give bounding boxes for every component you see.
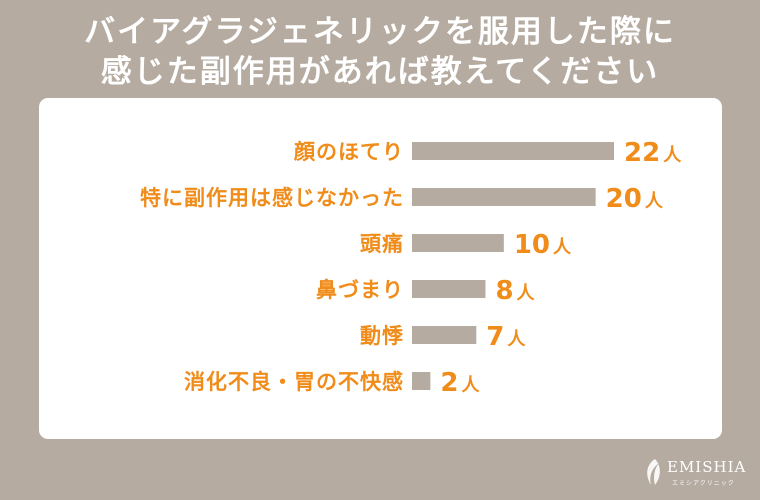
bar bbox=[412, 326, 477, 344]
category-label: 動悸 bbox=[360, 324, 404, 348]
bar bbox=[412, 280, 486, 298]
category-label: 消化不良・胃の不快感 bbox=[184, 370, 404, 394]
category-label: 顔のほてり bbox=[293, 140, 404, 164]
chart-card: 顔のほてり 22 人特に副作用は感じなかった 20 人頭痛 10 人鼻づまり 8 人動悸 7 人消化… bbox=[39, 98, 722, 439]
bar bbox=[412, 188, 596, 206]
category-label: 頭痛 bbox=[360, 232, 404, 256]
value-label: 20 人 bbox=[606, 184, 664, 214]
value-label: 10 人 bbox=[514, 230, 572, 260]
chart-title-line1: バイアグラジェネリックを服用した際に bbox=[84, 14, 676, 50]
category-label: 鼻づまり bbox=[316, 278, 404, 302]
value-label: 22 人 bbox=[624, 138, 682, 168]
emishia-logo: EMISHIA エミシアクリニック bbox=[643, 455, 753, 491]
chart-title-line2: 感じた副作用があれば教えてください bbox=[100, 54, 660, 90]
logo-text: EMISHIA bbox=[667, 458, 747, 476]
bar bbox=[412, 372, 431, 390]
leaf-logo-icon bbox=[647, 459, 660, 485]
bar bbox=[412, 234, 504, 252]
bar bbox=[412, 142, 614, 160]
category-label: 特に副作用は感じなかった bbox=[140, 186, 404, 210]
logo-subtext: エミシアクリニック bbox=[672, 480, 735, 487]
